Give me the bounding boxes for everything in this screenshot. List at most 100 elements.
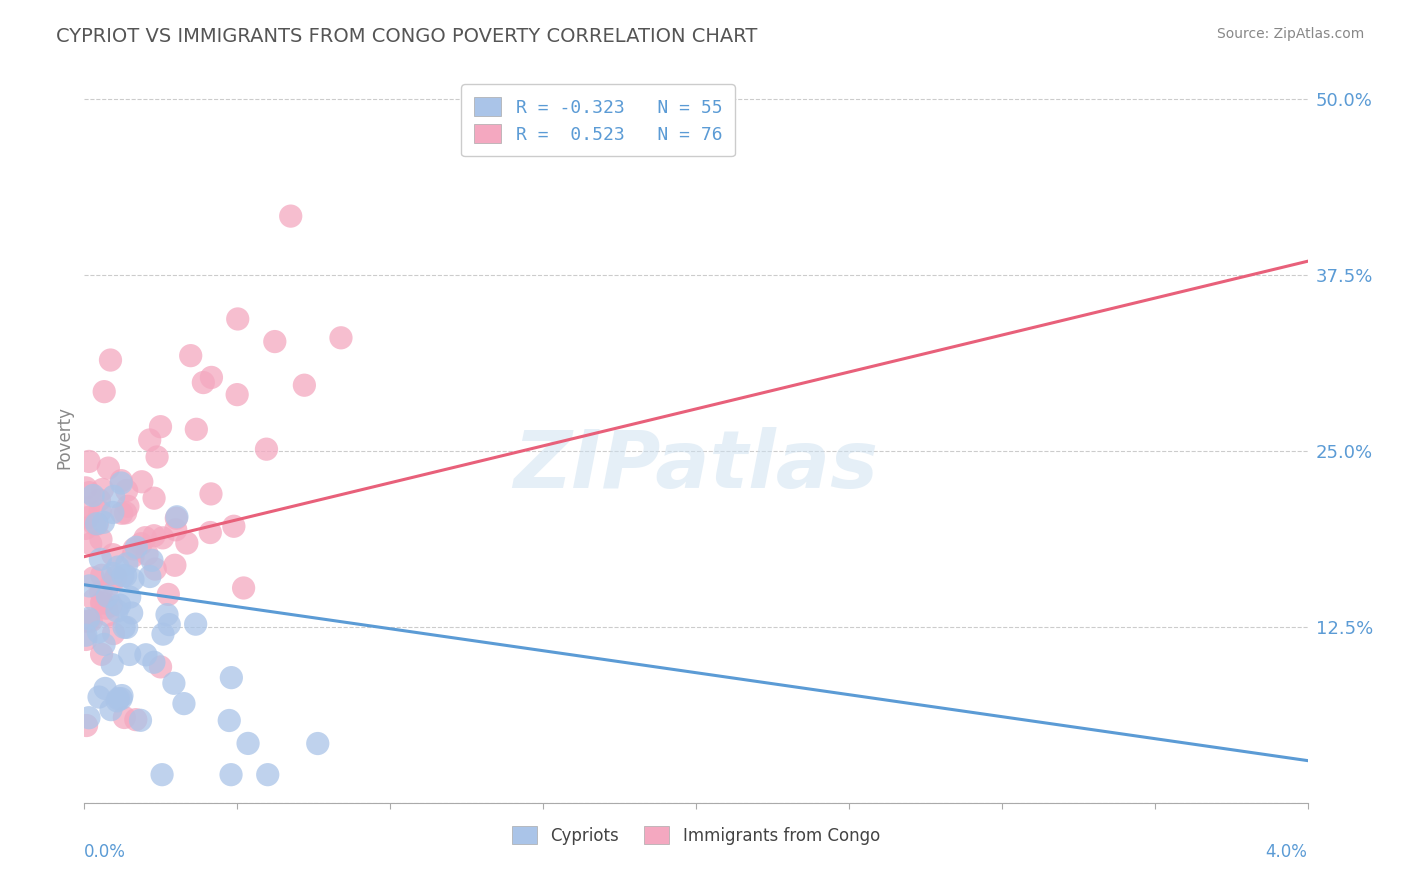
Point <box>163 558 186 573</box>
Point <box>90 585 112 599</box>
Point <box>125 541 148 555</box>
Point <box>236 736 259 750</box>
Point <box>292 378 315 392</box>
Point <box>77 485 100 500</box>
Point <box>115 620 138 634</box>
Point <box>89 552 111 566</box>
Point <box>108 598 131 612</box>
Point <box>90 648 112 662</box>
Point <box>139 569 162 583</box>
Point <box>94 681 117 696</box>
Point <box>122 541 145 556</box>
Point <box>93 384 115 399</box>
Point <box>186 422 208 436</box>
Point <box>105 604 128 618</box>
Point <box>176 536 198 550</box>
Point <box>93 516 115 530</box>
Point <box>111 689 134 703</box>
Point <box>222 519 245 533</box>
Point <box>150 767 173 781</box>
Point <box>180 349 202 363</box>
Point <box>152 627 174 641</box>
Point <box>115 483 138 498</box>
Point <box>134 531 156 545</box>
Point <box>122 573 145 587</box>
Point <box>118 648 141 662</box>
Point <box>75 632 97 647</box>
Point <box>165 511 187 525</box>
Point <box>143 529 166 543</box>
Text: 4.0%: 4.0% <box>1265 843 1308 861</box>
Point <box>280 209 302 223</box>
Point <box>111 506 134 520</box>
Point <box>218 714 240 728</box>
Point <box>226 387 249 401</box>
Point <box>110 474 132 488</box>
Point <box>221 671 243 685</box>
Point <box>200 525 222 540</box>
Point <box>129 714 152 728</box>
Point <box>156 607 179 622</box>
Point <box>307 737 329 751</box>
Point <box>129 537 152 551</box>
Point <box>200 487 222 501</box>
Point <box>77 454 100 468</box>
Point <box>89 493 111 508</box>
Point <box>89 505 111 519</box>
Point <box>77 500 100 515</box>
Point <box>97 461 120 475</box>
Point <box>142 655 165 669</box>
Point <box>83 592 105 607</box>
Point <box>83 517 105 532</box>
Point <box>131 475 153 489</box>
Point <box>117 500 139 514</box>
Point <box>103 489 125 503</box>
Point <box>101 566 124 581</box>
Point <box>90 533 112 547</box>
Text: CYPRIOT VS IMMIGRANTS FROM CONGO POVERTY CORRELATION CHART: CYPRIOT VS IMMIGRANTS FROM CONGO POVERTY… <box>56 27 758 45</box>
Point <box>105 570 128 584</box>
Point <box>232 581 254 595</box>
Point <box>82 571 104 585</box>
Point <box>96 589 118 603</box>
Point <box>100 353 122 368</box>
Point <box>136 547 159 561</box>
Point <box>166 509 188 524</box>
Point <box>149 419 172 434</box>
Point <box>101 548 124 562</box>
Point <box>76 718 98 732</box>
Point <box>90 568 112 582</box>
Point <box>125 713 148 727</box>
Point <box>200 370 222 384</box>
Point <box>114 506 136 520</box>
Point <box>77 579 100 593</box>
Point <box>330 331 353 345</box>
Point <box>93 637 115 651</box>
Point <box>90 596 112 610</box>
Point <box>77 711 100 725</box>
Point <box>138 433 160 447</box>
Point <box>75 628 97 642</box>
Point <box>122 549 145 564</box>
Point <box>77 615 100 629</box>
Point <box>87 625 110 640</box>
Point <box>135 648 157 662</box>
Point <box>82 488 104 502</box>
Point <box>75 614 97 628</box>
Point <box>193 376 215 390</box>
Point <box>143 491 166 505</box>
Point <box>86 516 108 531</box>
Point <box>149 660 172 674</box>
Point <box>165 523 187 537</box>
Point <box>256 767 278 781</box>
Point <box>94 601 117 615</box>
Point <box>121 606 143 620</box>
Point <box>111 569 134 583</box>
Point <box>163 676 186 690</box>
Point <box>112 620 135 634</box>
Point <box>87 690 110 704</box>
Y-axis label: Poverty: Poverty <box>55 406 73 468</box>
Point <box>97 607 120 622</box>
Point <box>101 506 124 520</box>
Point <box>226 312 249 326</box>
